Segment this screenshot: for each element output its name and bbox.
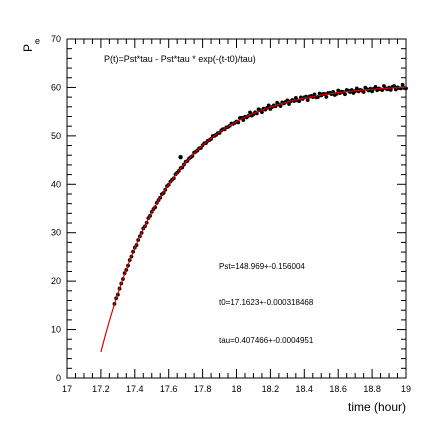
x-tick-label: 18.8 [363,384,381,394]
x-tick-labels: 17 17.2 17.4 17.6 17.8 18 18.2 18.4 18.6 18.8 19 [62,384,411,394]
x-tick-label: 18 [231,384,241,394]
data-point [287,102,291,106]
data-point [388,87,393,92]
axis-ticks [66,38,407,379]
y-tick-label: 70 [51,34,61,44]
y-axis-label-subscript: e [35,36,40,46]
data-point [278,104,283,108]
data-points [112,82,408,306]
fit-tau: tau=0.407466+-0.0004951 [219,336,314,345]
y-tick-label: 30 [51,228,61,238]
y-tick-label: 60 [51,82,61,92]
x-tick-label: 17.4 [126,384,144,394]
x-tick-label: 17.6 [160,384,178,394]
y-tick-labels: 0 10 20 30 40 50 60 70 [51,34,61,383]
y-axis-label: P [21,44,35,52]
data-point [305,98,310,102]
data-point [354,86,359,91]
x-tick-label: 18.6 [329,384,347,394]
y-tick-label: 50 [51,131,61,141]
x-tick-label: 17.2 [92,384,110,394]
x-tick-label: 18.2 [262,384,280,394]
data-point [392,84,397,88]
data-point [324,95,329,99]
data-point [361,90,366,94]
data-point-outlier [178,154,183,160]
fit-formula: P(t)=Pst*tau - Pst*tau * exp(-(t-t0)/tau… [104,54,256,64]
y-axis-label-text: P [21,44,35,52]
data-point [248,110,252,115]
y-tick-label: 0 [56,373,61,383]
x-axis-label: time (hour) [348,400,406,414]
x-tick-label: 17 [62,384,72,394]
data-point [266,103,271,108]
data-point [312,92,317,97]
fit-t0: t0=17.1623+-0.000318468 [219,298,314,307]
y-tick-label: 10 [51,325,61,335]
y-tick-label: 40 [51,179,61,189]
data-point [373,84,378,89]
x-tick-label: 17.8 [194,384,212,394]
data-point [260,110,264,115]
x-tick-label: 19 [401,384,411,394]
data-point [343,92,347,97]
x-tick-label: 18.4 [296,384,314,394]
fit-curve [100,86,407,353]
data-point [400,82,405,87]
fit-pst: Pst=148.969+-0.156004 [219,262,305,271]
data-point [297,99,302,104]
y-tick-label: 20 [51,276,61,286]
